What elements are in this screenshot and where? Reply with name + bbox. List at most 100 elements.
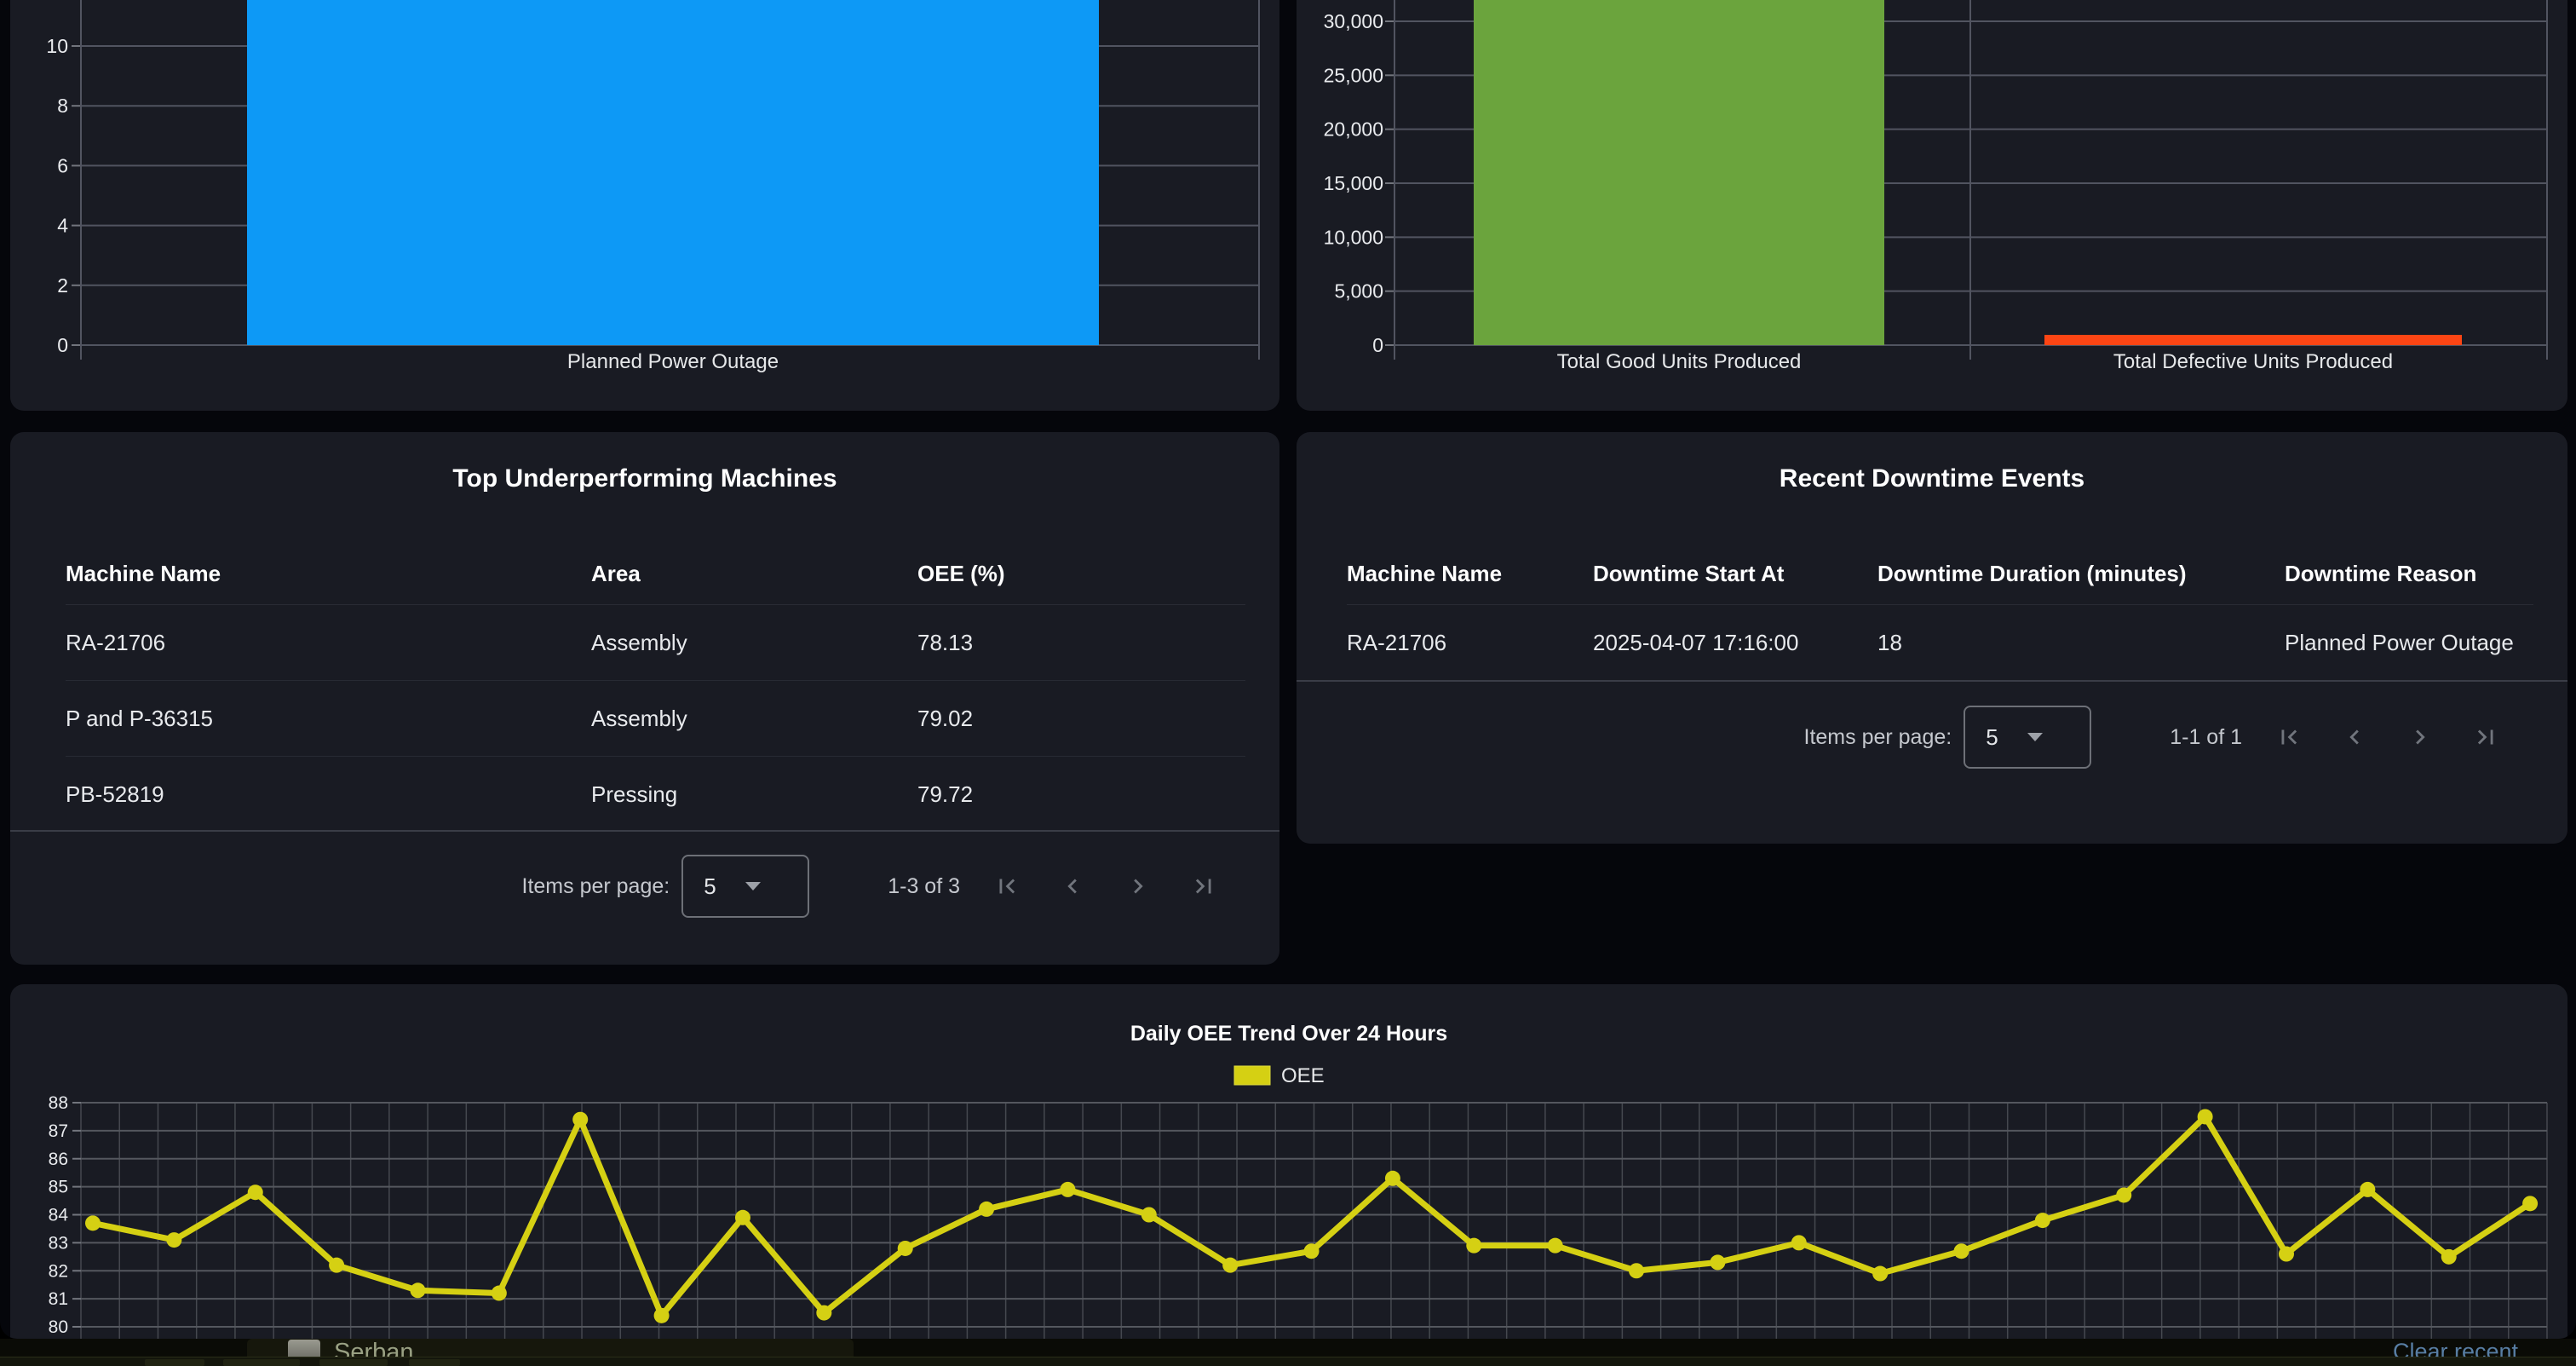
last-page-button[interactable] (2467, 718, 2504, 756)
column-header-oee: OEE (%) (917, 560, 1005, 586)
table-row: RA-21706 Assembly 78.13 (66, 605, 1245, 681)
table-cell: RA-21706 (66, 629, 166, 655)
svg-text:83: 83 (49, 1233, 68, 1253)
chevron-left-icon (2349, 729, 2359, 745)
svg-text:4: 4 (57, 215, 68, 237)
taskbar: Serban Clear recent (0, 1339, 2576, 1364)
table-header: Machine Name Area OEE (%) (66, 543, 1245, 605)
last-page-button[interactable] (1185, 867, 1222, 905)
svg-text:10,000: 10,000 (1324, 226, 1383, 248)
category-label-planned-power-outage: Planned Power Outage (567, 350, 779, 373)
panel-units-produced: Total Good Units Produced Total Defectiv… (1297, 0, 2567, 411)
column-header-downtime-duration: Downtime Duration (minutes) (1877, 560, 2187, 586)
panel-downtime-by-reason: Planned Power Outage 0 2 4 6 8 10 (10, 0, 1279, 411)
svg-text:8: 8 (57, 95, 68, 117)
svg-text:2: 2 (57, 274, 68, 297)
paginator: Items per page: 5 1-1 of 1 (1804, 706, 2505, 769)
table-cell: 79.02 (917, 705, 974, 731)
table-row: RA-21706 2025-04-07 17:16:00 18 Planned Pow… (1347, 605, 2533, 680)
chevron-right-icon (1134, 879, 1143, 894)
table-row: PB-52819 Pressing 79.72 (66, 757, 1245, 832)
paginator: Items per page: 5 1-3 of 3 (522, 855, 1223, 918)
svg-text:6: 6 (57, 154, 68, 176)
table-body: RA-21706 Assembly 78.13 P and P-36315 Assemb… (66, 605, 1245, 832)
items-per-page-value: 5 (1986, 723, 1998, 750)
svg-text:88: 88 (49, 1093, 68, 1113)
category-label-good-units: Total Good Units Produced (1557, 350, 1802, 373)
last-page-icon (1195, 879, 1211, 894)
table-cell: 78.13 (917, 629, 974, 655)
column-header-machine-name: Machine Name (66, 560, 221, 586)
dropdown-arrow-icon (745, 882, 761, 890)
column-header-downtime-reason: Downtime Reason (2285, 560, 2477, 586)
chevron-left-icon (1067, 879, 1077, 894)
panel-recent-downtime-events: Recent Downtime Events Machine Name Down… (1297, 432, 2567, 844)
taskbar-item[interactable] (409, 1359, 460, 1366)
taskbar-item[interactable] (223, 1359, 300, 1366)
first-page-icon (2281, 729, 2297, 745)
paginator-range-label: 1-1 of 1 (2170, 724, 2242, 749)
first-page-button[interactable] (988, 867, 1026, 905)
next-page-button[interactable] (2401, 718, 2439, 756)
first-page-icon (999, 879, 1015, 894)
svg-text:85: 85 (49, 1178, 68, 1197)
panel-top-underperforming-machines: Top Underperforming Machines Machine Nam… (10, 432, 1279, 965)
items-per-page-label: Items per page: (521, 873, 670, 898)
chart-title: Daily OEE Trend Over 24 Hours (1130, 1022, 1447, 1046)
taskbar-window-serban[interactable]: Serban (247, 1339, 854, 1357)
previous-page-button[interactable] (2336, 718, 2373, 756)
svg-text:81: 81 (49, 1289, 68, 1309)
items-per-page-select[interactable]: 5 (681, 855, 810, 918)
table-cell: Assembly (591, 629, 687, 655)
previous-page-button[interactable] (1054, 867, 1091, 905)
items-per-page-select[interactable]: 5 (1964, 706, 2092, 769)
table-cell: 79.72 (917, 781, 974, 807)
category-label-defective-units: Total Defective Units Produced (2113, 350, 2393, 373)
table-cell: Planned Power Outage (2285, 629, 2514, 655)
table-cell: 18 (1877, 629, 1902, 655)
legend-item-oee[interactable]: OEE (1233, 1064, 1325, 1087)
table-cell: P and P-36315 (66, 705, 213, 731)
svg-text:87: 87 (49, 1121, 68, 1141)
table-cell: Pressing (591, 781, 678, 807)
taskbar-window-label: Serban (334, 1339, 414, 1357)
svg-text:5,000: 5,000 (1334, 280, 1383, 303)
table-cell: 2025-04-07 17:16:00 (1593, 629, 1799, 655)
items-per-page-value: 5 (704, 873, 716, 899)
panel-title: Recent Downtime Events (1779, 464, 2085, 493)
table-cell: Assembly (591, 705, 687, 731)
svg-text:86: 86 (49, 1150, 68, 1169)
taskbar-item[interactable] (145, 1359, 204, 1366)
svg-text:0: 0 (57, 334, 68, 356)
oee-trend-line-chart: Daily OEE Trend Over 24 Hours OEE 88 87 86… (49, 1022, 2548, 1339)
svg-text:84: 84 (49, 1206, 69, 1225)
table-cell: PB-52819 (66, 781, 164, 807)
first-page-button[interactable] (2270, 718, 2308, 756)
table-header: Machine Name Downtime Start At Downtime … (1347, 543, 2533, 605)
column-header-machine-name: Machine Name (1347, 560, 1503, 586)
column-header-downtime-start: Downtime Start At (1593, 560, 1785, 586)
user-avatar-icon (288, 1340, 320, 1357)
table-cell: RA-21706 (1347, 629, 1447, 655)
panel-daily-oee-trend: Daily OEE Trend Over 24 Hours OEE 88 87 86… (10, 984, 2567, 1339)
downtime-by-reason-bar-chart: Planned Power Outage 0 2 4 6 8 10 (46, 0, 1260, 373)
next-page-button[interactable] (1119, 867, 1157, 905)
svg-text:10: 10 (46, 35, 68, 57)
taskbar-items-row (0, 1357, 2576, 1366)
units-produced-bar-chart: Total Good Units Produced Total Defectiv… (1324, 0, 2548, 373)
svg-text:20,000: 20,000 (1324, 118, 1383, 141)
svg-text:15,000: 15,000 (1324, 172, 1383, 194)
paginator-range-label: 1-3 of 3 (888, 873, 960, 898)
taskbar-item[interactable] (319, 1359, 388, 1366)
table-row: P and P-36315 Assembly 79.02 (66, 681, 1245, 757)
column-header-area: Area (591, 560, 641, 586)
svg-text:80: 80 (49, 1317, 68, 1337)
chevron-right-icon (2416, 729, 2425, 745)
last-page-icon (2477, 729, 2493, 745)
panel-title: Top Underperforming Machines (452, 464, 837, 493)
legend-swatch (1233, 1065, 1271, 1086)
svg-text:82: 82 (49, 1261, 68, 1281)
table-bottom-border (1297, 680, 2567, 682)
legend-label: OEE (1281, 1064, 1325, 1087)
